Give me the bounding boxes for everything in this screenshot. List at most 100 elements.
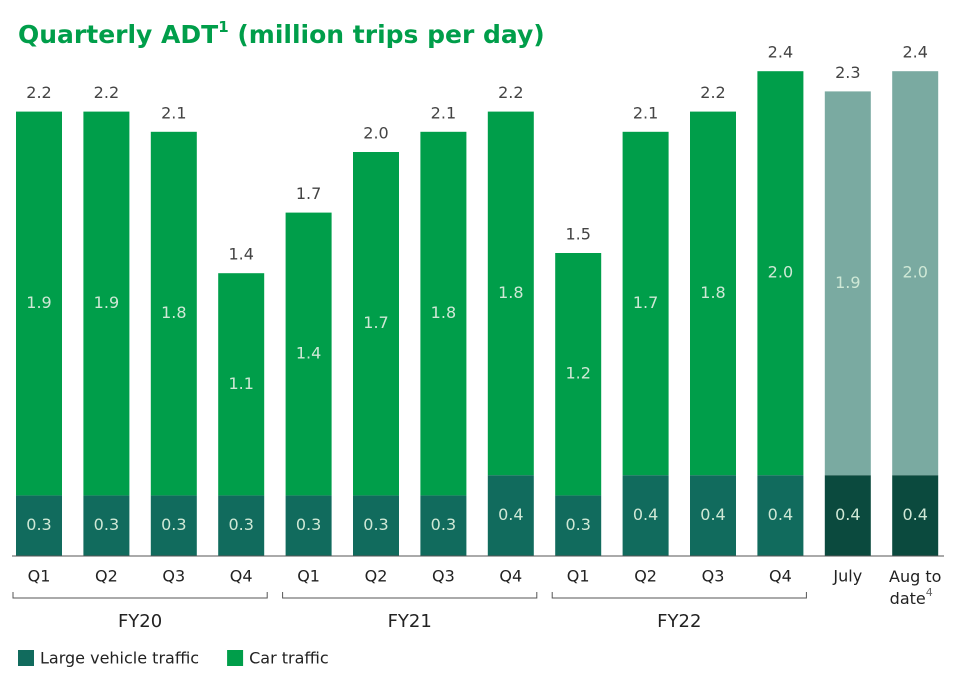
data-label: 1.1 [228,374,253,393]
bar-segment [285,495,332,556]
data-label: 1.8 [700,283,725,302]
bar-segment [285,212,332,496]
group-label: FY22 [657,611,701,632]
data-label: 2.0 [902,263,927,282]
bar-segment [622,131,669,476]
data-label: 0.4 [768,505,793,524]
data-label: 0.3 [296,515,321,534]
x-tick-label: Q2 [365,567,388,586]
chart-title: Quarterly ADT1 (million trips per day) [18,18,545,50]
data-label: 0.3 [161,515,186,534]
group-label: FY21 [388,611,432,632]
x-tick-label: Q4 [499,567,522,586]
data-label: 0.3 [431,515,456,534]
x-tick-label: Q3 [162,567,185,586]
group-label: FY20 [118,611,162,632]
x-tick-label: July [832,567,862,586]
total-label: 2.2 [700,83,725,102]
total-label: 1.4 [228,245,253,264]
bar-segment [757,475,804,556]
data-label: 0.3 [363,515,388,534]
data-label: 0.3 [565,515,590,534]
bar-segment [892,71,939,476]
bar-segment [420,131,467,496]
total-label: 2.1 [161,103,186,122]
x-tick-footnote: 4 [926,586,933,599]
bar-segment [420,495,467,556]
data-label: 0.4 [835,505,860,524]
total-label: 2.3 [835,63,860,82]
total-label: 2.2 [94,83,119,102]
total-label: 2.2 [26,83,51,102]
bar-segment [487,111,534,476]
bar-segment [83,495,130,556]
bar-segment [16,495,62,556]
bar-segment [150,495,197,556]
data-label: 0.3 [94,515,119,534]
total-label: 2.1 [633,103,658,122]
x-tick-label: Q2 [634,567,657,586]
legend-swatch [227,650,244,666]
data-label: 0.4 [700,505,725,524]
total-label: 1.5 [565,225,590,244]
x-tick-label: Q4 [769,567,792,586]
bar-segment [690,475,736,556]
x-tick-label: Q1 [567,567,590,586]
x-tick-label: Q3 [432,567,455,586]
group-bracket [551,592,807,599]
data-label: 1.4 [296,344,321,363]
total-label: 2.2 [498,83,523,102]
data-label: 1.7 [633,293,658,312]
data-label: 1.9 [26,293,51,312]
title-footnote: 1 [218,18,228,36]
data-label: 0.4 [633,505,658,524]
data-label: 0.3 [26,515,51,534]
x-tick-label: Q3 [702,567,725,586]
legend-label: Car traffic [249,649,329,668]
bar-segment [16,111,62,496]
bar-segment [757,71,804,476]
group-bracket [282,592,538,599]
bar-segment [83,111,130,496]
title-rest: (million trips per day) [229,20,545,49]
bar-segment [555,495,602,556]
bar-segment [487,475,534,556]
data-label: 0.4 [902,505,927,524]
group-bracket [12,592,268,599]
bar-segment [353,152,399,496]
x-tick-label-line: Aug to [889,567,941,586]
total-label: 1.7 [296,184,321,203]
data-label: 1.9 [94,293,119,312]
total-label: 2.1 [431,103,456,122]
bar-segment [824,91,871,476]
bar-segment [892,475,939,556]
bar-segment [353,495,399,556]
bar-segment [690,111,736,476]
x-tick-label-line: date [890,589,926,608]
bar-segment [622,475,669,556]
data-label: 0.3 [228,515,253,534]
legend-label: Large vehicle traffic [40,649,199,668]
x-tick-label: Q1 [297,567,320,586]
data-label: 0.4 [498,505,523,524]
x-tick-label: Aug to date4 [889,567,941,608]
title-text: Quarterly ADT [18,20,218,49]
legend-swatch [18,650,34,666]
data-label: 1.8 [498,283,523,302]
bar-segment [218,273,265,496]
data-label: 1.2 [565,364,590,383]
data-label: 2.0 [768,263,793,282]
bar-segment [150,131,197,496]
bar-segment [555,253,602,496]
bar-segment [824,475,871,556]
x-tick-label: Q1 [28,567,51,586]
data-label: 1.9 [835,273,860,292]
x-tick-label: Q4 [230,567,253,586]
bar-segment [218,495,265,556]
data-label: 1.8 [431,303,456,322]
total-label: 2.4 [768,43,793,62]
data-label: 1.7 [363,313,388,332]
total-label: 2.0 [363,124,388,143]
total-label: 2.4 [902,43,927,62]
